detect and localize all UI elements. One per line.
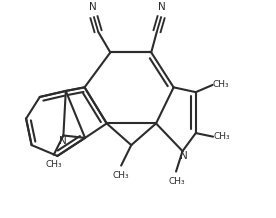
Text: CH₃: CH₃: [46, 160, 63, 169]
Text: N: N: [180, 152, 188, 161]
Text: CH₃: CH₃: [213, 132, 230, 141]
Text: N: N: [158, 2, 166, 12]
Text: N: N: [89, 2, 97, 12]
Text: N: N: [59, 136, 67, 146]
Text: CH₃: CH₃: [213, 80, 229, 89]
Text: CH₃: CH₃: [168, 177, 185, 186]
Text: CH₃: CH₃: [112, 171, 129, 180]
